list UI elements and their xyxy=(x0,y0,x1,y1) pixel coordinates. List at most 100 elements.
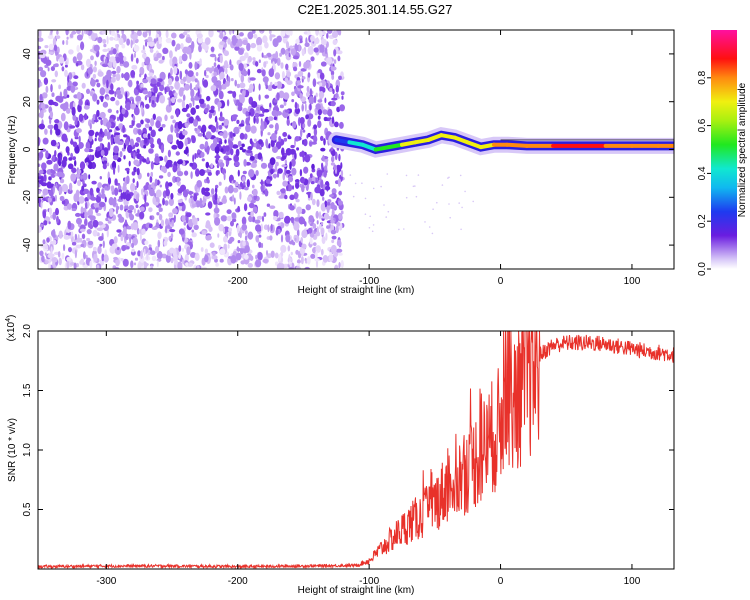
noise-blob xyxy=(172,119,176,124)
noise-blob xyxy=(295,198,300,203)
noise-blob xyxy=(143,185,149,191)
noise-blob xyxy=(295,182,300,189)
noise-blob xyxy=(162,47,169,54)
noise-blob xyxy=(98,131,105,139)
noise-blob xyxy=(223,236,228,243)
noise-blob xyxy=(117,247,120,251)
noise-blob xyxy=(123,61,130,68)
noise-blob xyxy=(85,30,89,35)
noise-blob xyxy=(80,243,85,248)
noise-blob xyxy=(190,171,193,180)
noise-blob xyxy=(256,36,263,46)
noise-blob xyxy=(295,249,299,255)
noise-blob xyxy=(297,85,304,89)
noise-blob xyxy=(188,191,194,195)
noise-blob xyxy=(55,35,61,39)
noise-blob xyxy=(196,188,200,193)
noise-blob xyxy=(82,172,88,181)
noise-blob xyxy=(263,224,269,230)
noise-blob xyxy=(142,31,148,38)
noise-blob xyxy=(313,95,317,104)
noise-blob xyxy=(311,198,316,206)
noise-blob xyxy=(150,143,155,149)
noise-blob xyxy=(63,244,66,252)
noise-blob xyxy=(103,147,109,157)
noise-blob xyxy=(39,250,44,257)
noise-blob xyxy=(116,30,119,34)
noise-blob xyxy=(152,113,156,121)
noise-blob xyxy=(312,223,317,229)
noise-blob xyxy=(326,202,331,206)
noise-blob xyxy=(205,161,210,169)
noise-blob xyxy=(54,102,59,107)
noise-blob xyxy=(191,229,195,233)
noise-blob xyxy=(159,84,165,92)
noise-blob xyxy=(215,203,218,212)
noise-blob xyxy=(140,119,144,125)
noise-blob xyxy=(110,185,115,192)
noise-blob xyxy=(287,136,292,140)
noise-blob xyxy=(132,115,136,121)
noise-blob xyxy=(186,113,191,118)
noise-blob xyxy=(53,163,59,172)
noise-blob xyxy=(191,41,195,50)
noise-blob xyxy=(199,204,204,208)
noise-blob xyxy=(310,253,316,259)
noise-blob xyxy=(38,45,42,50)
noise-blob xyxy=(168,90,173,97)
noise-blob xyxy=(228,227,233,232)
noise-blob xyxy=(262,55,269,59)
noise-blob xyxy=(38,123,45,130)
noise-blob xyxy=(189,82,193,91)
noise-blob xyxy=(322,155,325,162)
noise-blob xyxy=(223,172,226,181)
noise-blob xyxy=(96,82,101,88)
noise-blob xyxy=(265,138,269,148)
noise-blob xyxy=(338,153,341,162)
noise-blob xyxy=(184,170,189,176)
noise-blob xyxy=(107,48,110,52)
noise-blob xyxy=(316,169,323,178)
noise-blob xyxy=(139,73,142,78)
noise-blob xyxy=(117,93,123,100)
noise-blob xyxy=(48,221,51,225)
noise-blob xyxy=(262,35,268,44)
noise-blob xyxy=(318,91,325,99)
noise-blob xyxy=(178,55,182,65)
noise-blob xyxy=(239,32,244,37)
noise-blob xyxy=(221,122,224,126)
noise-blob xyxy=(252,57,256,61)
noise-blob xyxy=(66,260,70,269)
noise-blob xyxy=(81,233,86,239)
x-tick-label: -300 xyxy=(96,576,116,587)
noise-blob xyxy=(203,191,211,197)
noise-blob xyxy=(177,199,183,204)
noise-blob xyxy=(97,136,103,142)
noise-blob xyxy=(243,254,249,260)
noise-blob xyxy=(96,212,102,217)
noise-blob xyxy=(218,224,225,232)
noise-blob xyxy=(107,141,111,151)
noise-blob xyxy=(108,50,114,55)
noise-blob xyxy=(144,56,151,65)
noise-blob xyxy=(186,75,192,84)
noise-blob xyxy=(276,57,281,66)
noise-blob xyxy=(238,48,244,55)
ridge-segment xyxy=(334,137,352,145)
noise-blob xyxy=(155,189,162,198)
noise-blob xyxy=(274,252,279,259)
noise-blob xyxy=(114,135,120,144)
noise-blob xyxy=(50,84,53,93)
noise-blob xyxy=(243,203,248,212)
noise-blob xyxy=(331,74,335,80)
noise-blob xyxy=(38,78,42,88)
bottom-y-label: SNR (10 * v/v) xyxy=(7,418,18,482)
noise-blob xyxy=(147,133,151,140)
noise-blob xyxy=(133,192,136,196)
colorbar: 0.0 0.2 0.4 0.6 0.8 Normalized spectral ampl… xyxy=(697,30,748,276)
noise-blob xyxy=(97,71,104,77)
noise-blob xyxy=(341,95,344,100)
noise-blob xyxy=(178,88,184,97)
noise-blob xyxy=(69,33,74,38)
noise-blob xyxy=(256,44,263,52)
